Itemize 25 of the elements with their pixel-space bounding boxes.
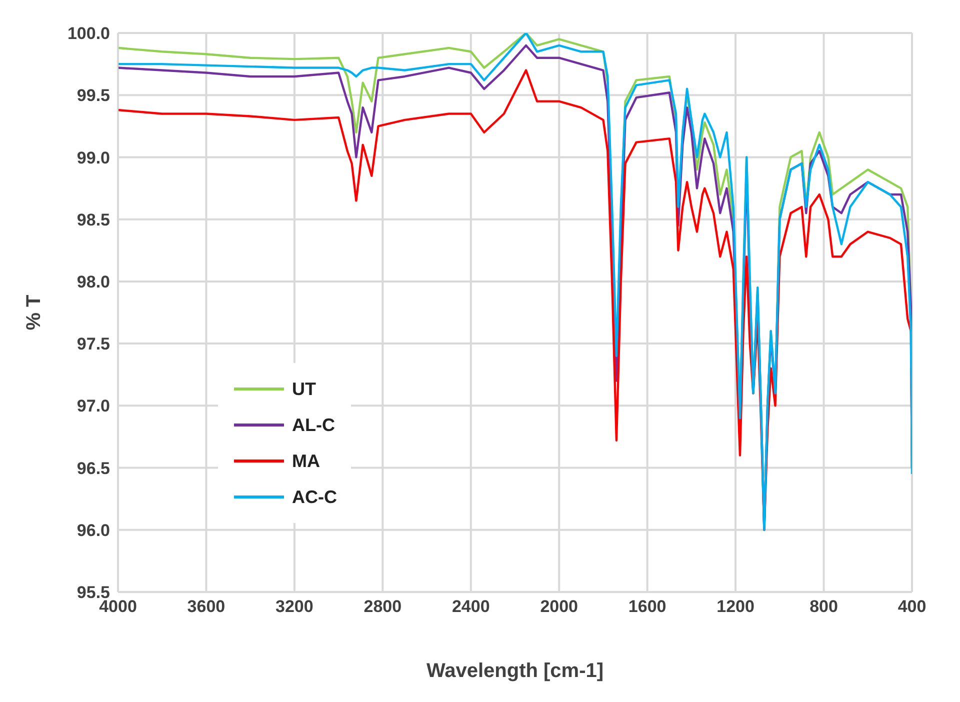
legend-label: UT: [292, 378, 316, 401]
legend-label: MA: [292, 450, 320, 473]
y-tick-label: 100.0: [67, 24, 110, 44]
x-tick-label: 2400: [452, 597, 490, 616]
x-tick-label: 1600: [628, 597, 666, 616]
y-tick-label: 96.0: [76, 520, 110, 540]
x-tick-label: 2800: [364, 597, 402, 616]
x-tick-label: 3600: [187, 597, 226, 616]
x-tick-label: 400: [898, 597, 926, 616]
x-tick-label: 3200: [276, 597, 314, 616]
y-tick-label: 97.5: [76, 334, 110, 354]
x-axis-title: Wavelength [cm-1]: [426, 660, 604, 682]
y-tick-label: 96.5: [76, 458, 110, 478]
y-tick-label: 98.0: [76, 272, 110, 292]
x-tick-label: 2000: [540, 597, 578, 616]
y-tick-label: 99.5: [76, 86, 110, 106]
x-tick-label: 800: [810, 597, 838, 616]
y-tick-label: 98.5: [76, 210, 110, 230]
y-axis-title: % T: [23, 294, 46, 330]
x-tick-label: 1200: [716, 597, 754, 616]
x-tick-label: 4000: [99, 597, 137, 616]
y-tick-label: 97.0: [76, 396, 110, 416]
legend-label: AC-C: [292, 486, 337, 509]
y-tick-label: 99.0: [76, 148, 110, 168]
legend-label: AL-C: [292, 414, 335, 437]
